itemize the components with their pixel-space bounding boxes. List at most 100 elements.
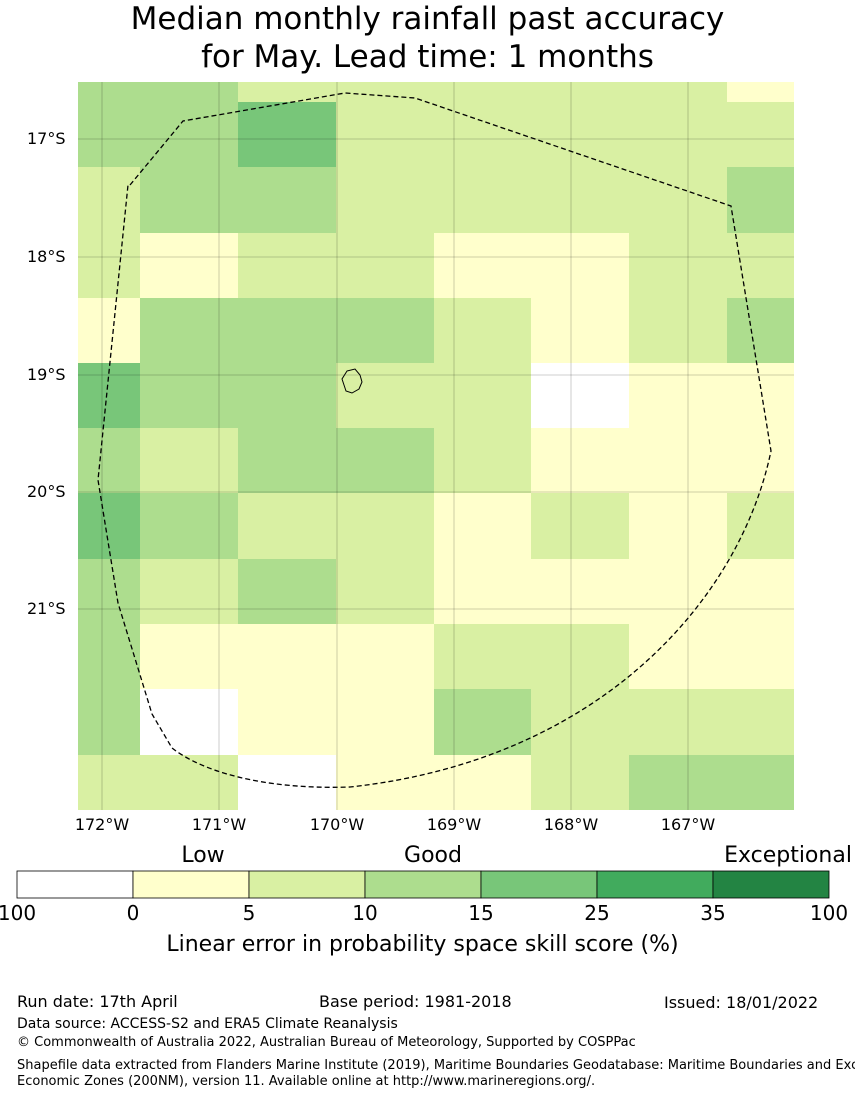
grid-cell [629,493,727,559]
grid-cell [727,493,794,559]
grid-cell [629,755,727,810]
grid-cell [78,298,140,363]
grid-cell [434,689,531,755]
grid-cell [336,233,434,298]
grid-cell [78,167,140,233]
grid-cell [531,755,629,810]
grid-cell [629,689,727,755]
grid-cell [531,428,629,493]
issued-date: Issued: 18/01/2022 [664,993,818,1012]
grid-cell [531,102,629,167]
grid-cell [238,102,336,167]
colorbar-tick: 35 [700,901,725,925]
colorbar [17,871,829,898]
grid-cell [531,559,629,624]
colorbar-swatch [713,871,829,898]
grid-cell [727,755,794,810]
grid-cell [727,82,794,102]
grid-cell [531,493,629,559]
lat-label-20s: 20°S [27,483,66,501]
grid-cell [531,624,629,689]
colorbar-tick: 100 [810,901,848,925]
grid-cell [531,363,629,428]
category-low: Low [181,843,224,869]
lon-label-169w: 169°W [427,816,481,834]
grid-cell [238,689,336,755]
grid-cell [140,559,238,624]
grid-cell [531,298,629,363]
grid-cell [629,298,727,363]
grid-cell [140,102,238,167]
grid-cell [629,559,727,624]
colorbar-swatch [481,871,597,898]
grid-cell [78,559,140,624]
grid-cell [336,363,434,428]
grid-cell [336,298,434,363]
grid-cell [629,167,727,233]
category-good: Good [404,843,462,869]
grid-cell [238,82,336,102]
grid-cell [238,363,336,428]
grid-cell [78,493,140,559]
colorbar-tick: 5 [243,901,256,925]
grid-cell [434,428,531,493]
grid-cell [140,689,238,755]
grid-cell [238,493,336,559]
grid-cell [434,493,531,559]
category-exceptional: Exceptional [724,843,852,869]
grid-cell [238,233,336,298]
shapefile-credit-line-2: Economic Zones (200NM), version 11. Avai… [17,1074,847,1090]
colorbar-swatch [249,871,365,898]
grid-cell [727,689,794,755]
colorbar-swatch [365,871,481,898]
grid-cell [140,624,238,689]
grid-cell [140,82,238,102]
grid-cell [629,363,727,428]
grid-cell [140,428,238,493]
grid-cell [727,559,794,624]
grid-cell [727,363,794,428]
base-period: Base period: 1981-2018 [319,992,512,1011]
grid-cell [629,624,727,689]
grid-cell [629,233,727,298]
grid-cell [238,167,336,233]
grid-cell [434,624,531,689]
grid-cell [531,233,629,298]
grid-cell [336,689,434,755]
grid-cell [238,428,336,493]
grid-cell [434,82,531,102]
lon-label-168w: 168°W [544,816,598,834]
lat-label-21s: 21°S [27,600,66,618]
lat-label-18s: 18°S [27,248,66,266]
lat-label-17s: 17°S [27,130,66,148]
grid-cell [629,102,727,167]
colorbar-tick: 15 [468,901,493,925]
grid-cell [78,82,140,102]
grid-cell [238,559,336,624]
colorbar-tick: 10 [352,901,377,925]
copyright: © Commonwealth of Australia 2022, Austra… [17,1033,636,1052]
colorbar-tick: 25 [584,901,609,925]
grid-cell [434,102,531,167]
grid-cell [336,167,434,233]
grid-cell [78,689,140,755]
grid-cell [140,233,238,298]
grid-cell [140,167,238,233]
grid-cell [336,428,434,493]
grid-cell [629,428,727,493]
grid-cell [140,755,238,810]
grid-cell [434,167,531,233]
colorbar-swatch [17,871,133,898]
grid-cell [336,559,434,624]
grid-cell [629,82,727,102]
grid-cell [238,755,336,810]
grid-cell [531,82,629,102]
lon-label-171w: 171°W [192,816,246,834]
colorbar-title: Linear error in probability space skill … [0,931,845,959]
grid-cell [140,363,238,428]
lon-label-172w: 172°W [75,816,129,834]
lon-label-170w: 170°W [310,816,364,834]
grid-cell [78,102,140,167]
grid-cell [434,298,531,363]
colorbar-swatch [597,871,713,898]
